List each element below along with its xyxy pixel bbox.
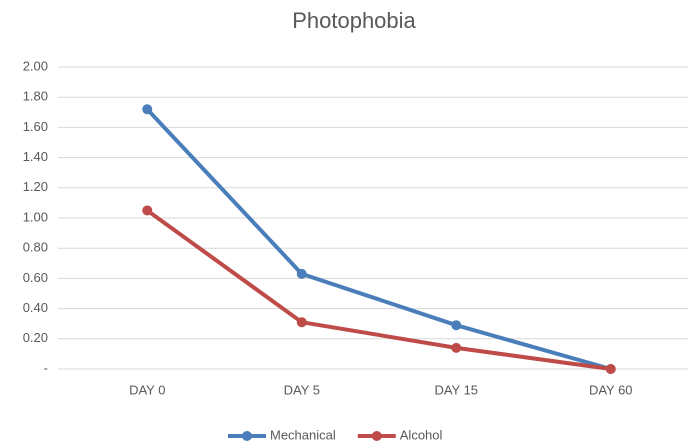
point — [451, 342, 462, 353]
y-tick-label: 0.80 — [23, 240, 48, 255]
legend-label: Mechanical — [270, 427, 336, 442]
y-tick-label: 1.40 — [23, 149, 48, 164]
y-tick-label: 1.80 — [23, 89, 48, 104]
y-tick-label: 1.00 — [23, 209, 48, 224]
point — [605, 364, 616, 374]
series-line — [146, 208, 612, 371]
point — [296, 317, 307, 328]
y-tick-label: - — [44, 360, 48, 375]
x-tick-label: DAY 5 — [284, 382, 320, 397]
point — [296, 268, 307, 279]
y-tick-label: 1.60 — [23, 119, 48, 134]
point — [142, 205, 153, 216]
x-tick-label: DAY 0 — [129, 382, 165, 397]
chart-title: Photophobia — [292, 8, 416, 33]
point — [451, 320, 462, 331]
point — [142, 104, 153, 115]
series-line — [145, 107, 612, 371]
x-tick-label: DAY 60 — [589, 382, 633, 397]
y-tick-label: 0.20 — [23, 330, 48, 345]
x-tick-label: DAY 15 — [434, 382, 478, 397]
legend-label: Alcohol — [400, 427, 443, 442]
y-tick-label: 1.20 — [23, 179, 48, 194]
legend-marker — [371, 431, 382, 441]
y-tick-label: 0.60 — [23, 270, 48, 285]
y-tick-label: 2.00 — [23, 58, 48, 73]
legend-marker — [242, 431, 252, 441]
y-tick-label: 0.40 — [23, 300, 48, 315]
